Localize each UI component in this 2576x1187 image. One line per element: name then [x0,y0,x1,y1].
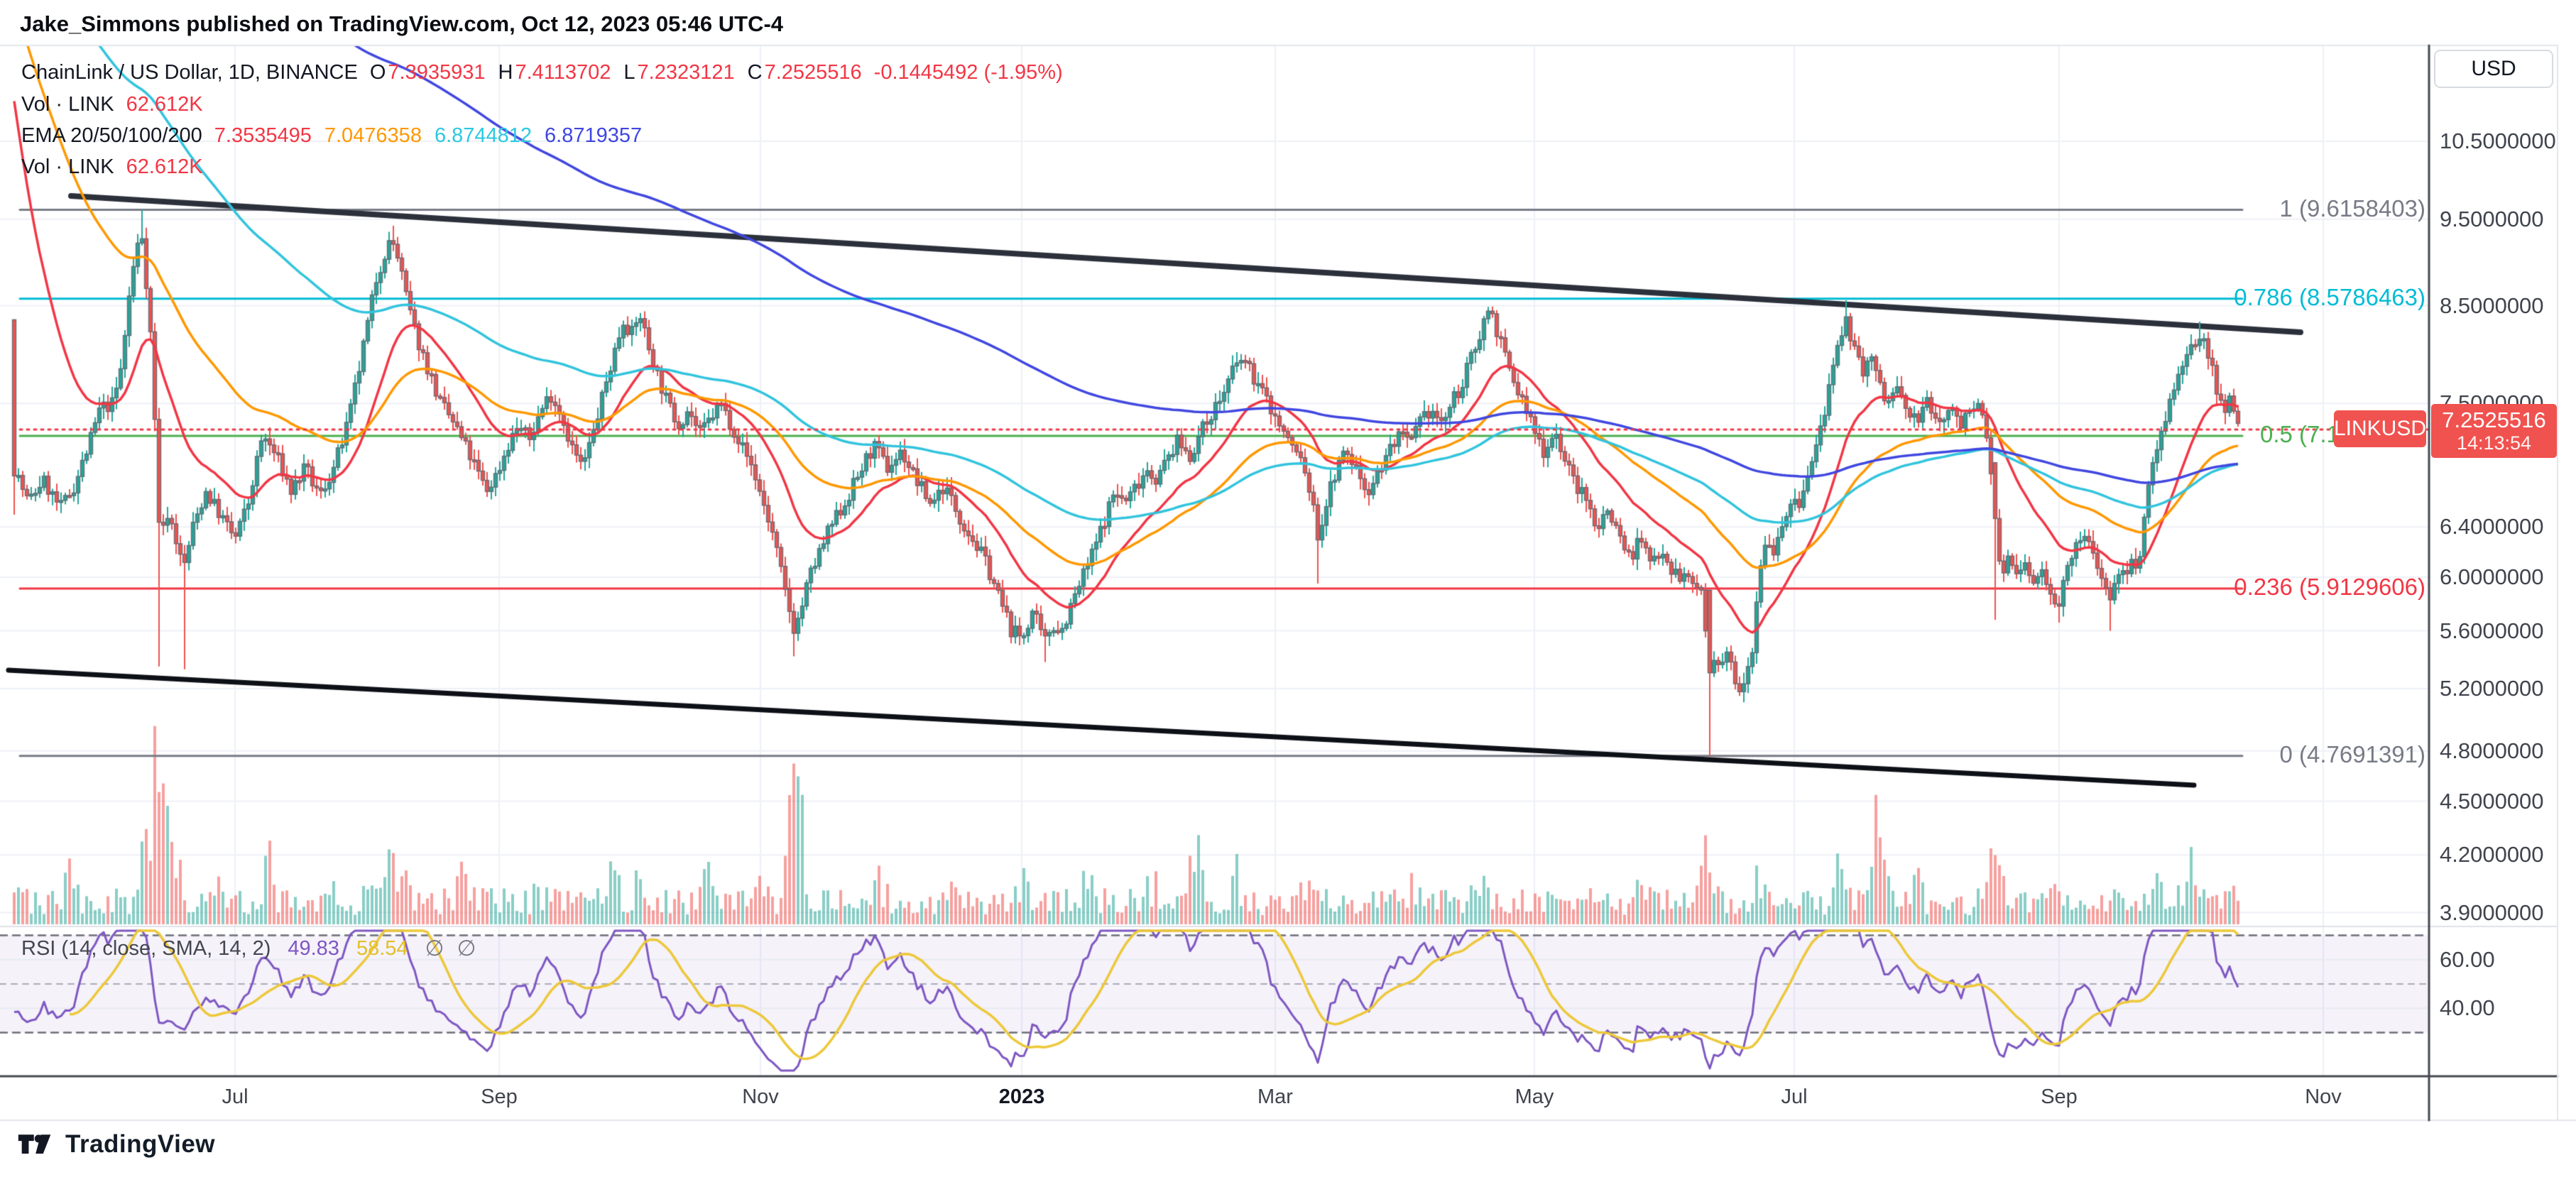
time-label-Nov: Nov [742,1085,779,1108]
price-tick-6.4: 6.4000000 [2440,514,2544,540]
time-label-Jul: Jul [222,1085,249,1108]
tradingview-logo-icon [18,1131,55,1158]
price-tick-9.5: 9.5000000 [2440,206,2544,231]
ohlc-o: O 7.3935931 [369,61,486,84]
time-label-Sep: Sep [2041,1085,2078,1108]
volume-label: Vol · LINK [21,93,114,116]
legend-volume-row[interactable]: Vol · LINK 62.612K [21,93,203,116]
price-tick-4.8: 4.8000000 [2440,738,2544,763]
ema-values: 7.3535495 7.0476358 6.8744812 6.8719357 [214,124,642,148]
time-label-May: May [1515,1085,1554,1108]
time-label-Mar: Mar [1257,1085,1293,1108]
rsi-legend-label: RSI (14, close, SMA, 14, 2) [21,936,271,960]
price-tick-3.9: 3.9000000 [2440,899,2544,925]
legend-symbol-row[interactable]: ChainLink / US Dollar, 1D, BINANCE O 7.39… [21,61,1063,84]
price-tick-4.2: 4.2000000 [2440,842,2544,868]
legend-ema-row[interactable]: EMA 20/50/100/200 7.3535495 7.0476358 6.87… [21,124,642,148]
rsi-value-2: 58.54 [356,936,408,960]
rsi-empty-markers: ∅ ∅ [425,936,476,961]
price-tick-5.6: 5.6000000 [2440,618,2544,643]
price-tick-8.5: 8.5000000 [2440,292,2544,318]
price-tick-6: 6.0000000 [2440,564,2544,589]
ema-value-1: 7.3535495 [214,124,312,147]
last-price-tag: 7.2525516 14:13:54 [2431,404,2557,458]
fib-label-0.236: 0.236 (5.9129606) [2234,573,2425,600]
last-price-value: 7.2525516 [2442,407,2546,432]
change-value: -0.1445492 (-1.95%) [873,61,1063,84]
publish-header: Jake_Simmons published on TradingView.co… [20,11,784,36]
footer-brand[interactable]: TradingView [18,1130,215,1159]
legend-volume-row-2[interactable]: Vol · LINK 62.612K [21,155,203,179]
ohlc-c: C 7.2525516 [747,61,862,84]
ema-value-3: 6.8744812 [434,124,533,147]
rsi-empty-icon: ∅ [425,936,444,961]
ohlc-values: O 7.3935931 H 7.4113702 L 7.2323121 C 7.2525516 [370,61,862,84]
price-tick-4.5: 4.5000000 [2440,788,2544,814]
rsi-values: 49.83 58.54 [288,937,408,961]
time-label-2023: 2023 [998,1085,1045,1108]
volume-value: 62.612K [126,93,203,116]
currency-toggle-button[interactable]: USD [2434,50,2553,88]
fib-label-1: 1 (9.6158403) [2279,195,2426,221]
brand-name: TradingView [65,1130,216,1158]
time-label-Nov: Nov [2305,1085,2342,1108]
ohlc-h: H 7.4113702 [498,61,611,84]
price-tick-5.2: 5.2000000 [2440,675,2544,701]
rsi-tick-40: 40.00 [2440,995,2495,1021]
fib-label-0: 0 (4.7691391) [2279,740,2426,767]
symbol-price-tag: LINKUSD [2334,410,2426,447]
ema-value-2: 7.0476358 [324,124,422,147]
rsi-value-1: 49.83 [288,936,339,960]
rsi-legend-row[interactable]: RSI (14, close, SMA, 14, 2) 49.83 58.54 ∅… [21,936,476,961]
fib-label-0.786: 0.786 (8.5786463) [2234,283,2425,310]
ema-value-4: 6.8719357 [545,124,643,147]
ohlc-l: L 7.2323121 [623,61,735,84]
rsi-tick-60: 60.00 [2440,946,2495,972]
ema-label: EMA 20/50/100/200 [21,124,202,147]
rsi-empty-icon: ∅ [457,936,476,961]
time-label-Sep: Sep [481,1085,518,1108]
volume-label-2: Vol · LINK [21,155,114,178]
time-label-Jul: Jul [1781,1085,1808,1108]
volume-value-2: 62.612K [126,155,203,178]
symbol-title: ChainLink / US Dollar, 1D, BINANCE [21,61,358,84]
price-tick-10.5: 10.5000000 [2440,128,2556,154]
last-price-time: 14:13:54 [2456,432,2532,454]
